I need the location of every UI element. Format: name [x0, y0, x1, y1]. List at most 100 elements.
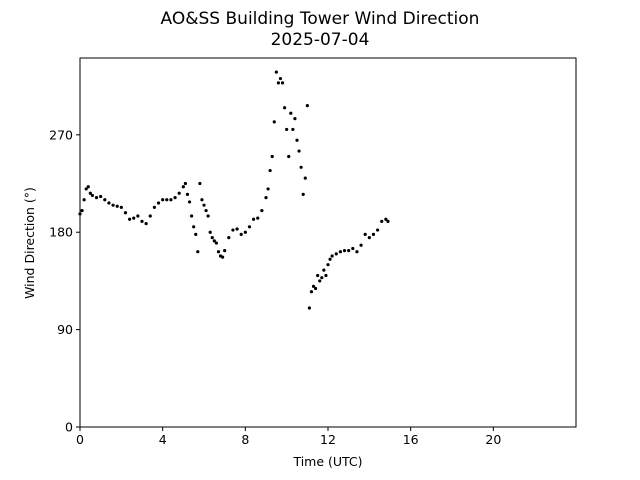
data-point: [280, 81, 285, 85]
data-point: [90, 193, 94, 198]
data-point: [128, 217, 132, 221]
data-point: [347, 249, 351, 253]
x-tick-label: 8: [241, 432, 249, 447]
data-point: [334, 252, 338, 256]
data-point: [293, 116, 297, 121]
data-point: [278, 76, 283, 81]
data-point: [303, 176, 307, 180]
data-point: [320, 276, 324, 280]
data-point: [243, 230, 247, 234]
data-point: [103, 198, 107, 202]
data-point: [338, 250, 342, 254]
data-point: [227, 236, 231, 240]
data-point: [204, 208, 208, 213]
data-point: [194, 232, 198, 236]
data-point: [206, 214, 210, 218]
data-point: [216, 250, 221, 254]
data-point: [297, 149, 301, 153]
data-point: [287, 154, 291, 159]
data-point: [136, 214, 140, 218]
data-point: [111, 203, 115, 207]
data-point: [192, 225, 196, 229]
data-point: [214, 241, 218, 245]
data-point: [256, 216, 260, 220]
data-point: [208, 230, 212, 234]
data-point: [351, 246, 355, 251]
data-point: [115, 204, 119, 208]
data-point: [119, 205, 123, 209]
data-point: [380, 219, 384, 223]
data-point: [185, 192, 190, 196]
data-point: [181, 185, 185, 189]
data-point: [295, 138, 299, 142]
data-point: [86, 185, 90, 189]
data-point: [196, 250, 200, 254]
data-point: [386, 219, 390, 223]
data-point: [309, 290, 314, 294]
data-point: [299, 165, 303, 169]
data-point: [305, 104, 309, 108]
data-point: [371, 232, 376, 236]
data-point: [314, 286, 318, 291]
data-point: [268, 168, 272, 173]
data-point: [260, 208, 264, 213]
data-point: [324, 273, 328, 278]
x-tick-label: 0: [76, 432, 84, 447]
data-point: [247, 225, 252, 229]
x-tick-label: 4: [159, 432, 167, 447]
data-point: [316, 273, 320, 278]
data-point: [88, 191, 92, 195]
data-point: [311, 284, 316, 288]
plot-frame: [79, 57, 577, 428]
data-point: [200, 198, 204, 202]
chart-subtitle: 2025-07-04: [271, 30, 370, 50]
data-point: [239, 232, 243, 236]
data-point: [266, 187, 270, 191]
data-point: [165, 198, 169, 202]
y-tick-label: 0: [65, 420, 73, 435]
data-point: [177, 191, 181, 195]
x-tick-label: 12: [320, 432, 336, 447]
data-point: [318, 279, 322, 283]
y-tick-label: 270: [49, 127, 73, 142]
data-point: [99, 194, 103, 199]
data-point: [363, 232, 367, 236]
data-point: [272, 120, 276, 124]
data-point: [235, 227, 239, 231]
data-point: [307, 306, 311, 310]
data-point: [291, 127, 295, 132]
x-tick-label: 16: [403, 432, 419, 447]
data-point: [289, 111, 293, 115]
data-point: [152, 205, 156, 209]
data-point: [140, 219, 144, 223]
data-point: [210, 236, 214, 240]
data-point: [107, 201, 111, 205]
y-tick-label: 90: [57, 322, 73, 337]
data-point: [84, 187, 88, 191]
data-point: [187, 200, 192, 204]
data-point: [123, 211, 128, 215]
data-point: [80, 208, 84, 213]
data-point: [156, 201, 161, 205]
data-point: [283, 106, 287, 110]
data-point: [328, 257, 332, 261]
data-point: [223, 249, 227, 253]
data-point: [359, 243, 363, 247]
data-point: [144, 221, 148, 226]
data-point: [326, 263, 330, 267]
data-point: [384, 217, 388, 221]
data-point: [132, 216, 136, 220]
y-tick-label: 180: [49, 225, 73, 240]
data-point: [161, 198, 165, 202]
data-point: [330, 254, 334, 258]
data-point: [252, 217, 256, 221]
data-point: [285, 127, 289, 132]
data-point: [301, 192, 305, 196]
data-point: [270, 154, 274, 159]
data-point: [202, 203, 206, 207]
data-point: [264, 195, 268, 200]
data-point: [198, 181, 202, 186]
data-point: [231, 228, 235, 232]
data-point: [183, 181, 187, 186]
